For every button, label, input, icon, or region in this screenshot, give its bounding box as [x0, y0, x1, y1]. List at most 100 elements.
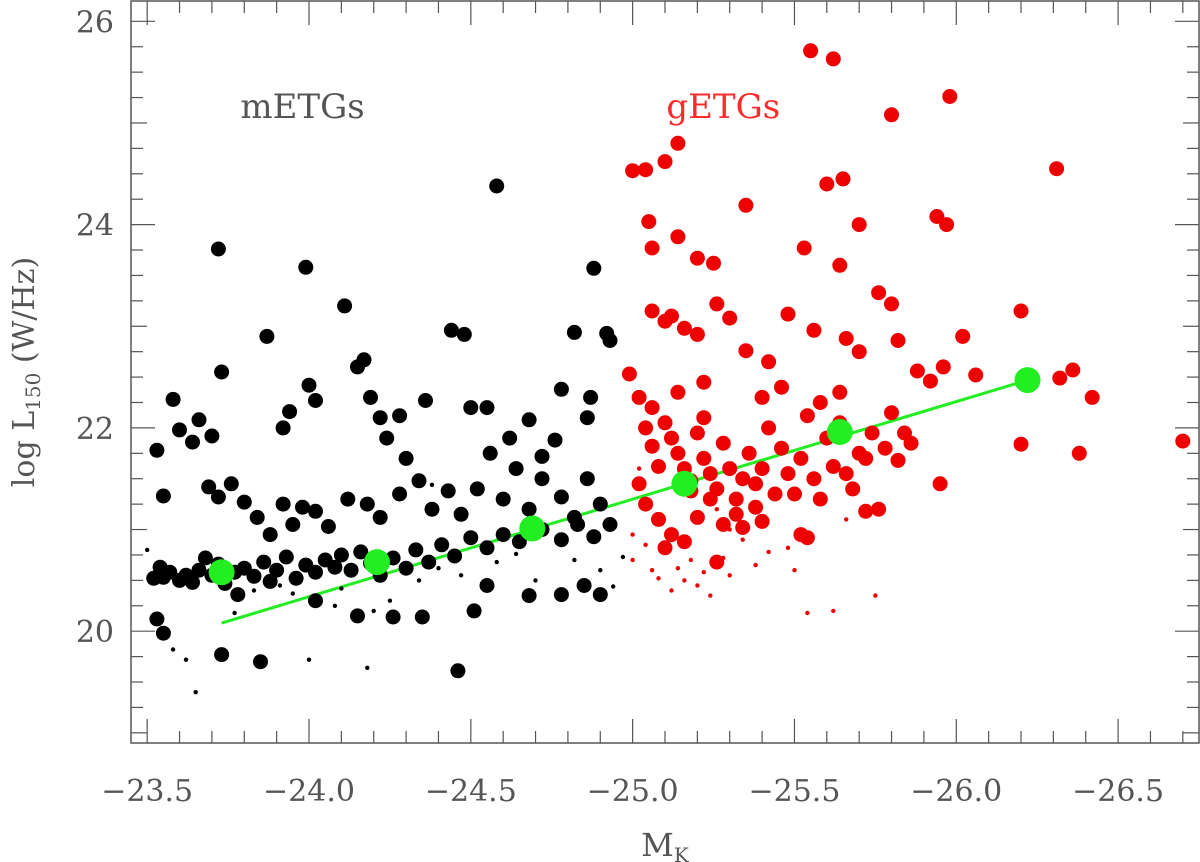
mETGs-point: [553, 489, 569, 505]
mETGs-point: [214, 647, 230, 663]
mETGs-point: [482, 445, 498, 461]
mETGs-point: [359, 496, 375, 512]
mETGs-point: [269, 562, 285, 578]
gETGs-point: [806, 471, 822, 487]
x-tick-label: −23.5: [101, 774, 193, 809]
mETGs-point: [598, 568, 603, 573]
mETGs-point: [204, 428, 220, 444]
gETGs-point: [942, 89, 958, 104]
mETGs-point: [494, 559, 499, 565]
gETGs-point: [631, 389, 647, 405]
mETGs-point: [197, 550, 213, 566]
mETGs-point: [408, 542, 424, 558]
mETGs-point: [253, 654, 268, 670]
mETGs-point: [418, 393, 433, 408]
mETGs-point: [353, 544, 369, 560]
mETGs-point: [572, 557, 577, 563]
gETGs-point: [890, 452, 906, 468]
mETGs-point: [275, 420, 291, 436]
gETGs-point: [722, 461, 738, 477]
mETGs-point: [429, 482, 435, 487]
gETGs-point: [631, 476, 647, 492]
mETGs-point: [521, 412, 537, 428]
gETGs-point: [1013, 436, 1029, 452]
mETGs-point: [223, 476, 239, 492]
gETGs-point: [689, 509, 705, 525]
gETGs-point: [644, 303, 660, 319]
gETGs-point: [884, 296, 899, 312]
gETGs-point: [670, 445, 686, 461]
gETGs-point: [664, 308, 679, 324]
gETGs-point: [708, 593, 713, 598]
fit-line-layer: [221, 378, 1028, 625]
x-tick-label: −26.0: [910, 774, 1002, 809]
gETGs-point: [651, 511, 666, 527]
mETGs-point: [576, 578, 592, 593]
gETGs-point: [695, 583, 700, 588]
mETGs-point: [411, 473, 427, 489]
gETGs-point: [767, 486, 783, 502]
y-tick-label: 22: [76, 412, 114, 447]
mETGs-point: [275, 496, 291, 512]
mETGs-point: [392, 408, 408, 424]
gETGs-point: [932, 476, 948, 492]
gETGs-point: [877, 440, 893, 456]
gETGs-point: [803, 43, 819, 59]
gETGs-point: [689, 326, 705, 342]
mETGs-point: [290, 591, 295, 596]
mETGs-point: [337, 298, 353, 314]
gETGs-point: [740, 537, 745, 542]
mETGs-point: [332, 603, 338, 608]
gETGs-point: [812, 395, 828, 410]
mETGs-point: [414, 609, 430, 625]
gETGs-point: [939, 217, 955, 233]
gETGs-point: [922, 373, 938, 389]
annotation-metgs: mETGs: [240, 87, 364, 127]
gETGs-point: [638, 420, 654, 436]
gETGs-point: [741, 445, 757, 461]
gETGs-point: [774, 379, 789, 395]
mETGs-point: [398, 560, 414, 576]
gETGs-point: [838, 466, 854, 482]
gETGs-point: [715, 435, 731, 451]
gETGs-point: [884, 405, 899, 421]
gETGs-point: [873, 593, 878, 598]
mETGs-point: [502, 430, 518, 446]
gETGs-point: [780, 466, 796, 482]
mETGs-point: [466, 603, 482, 619]
mETGs-point: [230, 587, 246, 603]
mETGs-point: [592, 496, 608, 512]
mETGs-point: [298, 259, 314, 275]
mETGs-point: [372, 509, 388, 525]
mETGs-point: [356, 352, 372, 368]
gETGs-point: [851, 445, 867, 461]
mETGs-point: [534, 471, 550, 487]
gETGs-point: [796, 240, 812, 256]
gETGs-point: [630, 532, 635, 537]
mETGs-point: [592, 587, 608, 603]
gETGs-point: [644, 240, 660, 256]
gETGs-point: [738, 343, 754, 359]
mETGs-point: [170, 647, 176, 652]
gETGs-point: [890, 333, 906, 348]
gETGs-point: [761, 354, 777, 370]
gETGs-point: [651, 459, 666, 474]
mETGs-point: [149, 611, 165, 627]
mETGs-point: [327, 559, 343, 575]
mETGs-point: [469, 481, 485, 497]
binned-mean-point: [1014, 367, 1041, 394]
mETGs-point: [521, 588, 537, 604]
x-tick-label: −26.5: [1072, 774, 1164, 809]
gETGs-point: [722, 310, 738, 326]
binned-mean-point: [826, 419, 853, 445]
gETGs-point: [805, 610, 810, 616]
gETGs-point: [968, 367, 984, 383]
gETGs-point: [825, 51, 841, 67]
mETGs-point: [365, 665, 370, 670]
mETGs-point: [191, 562, 207, 578]
mETGs-point: [458, 573, 464, 578]
mETGs-point: [251, 588, 257, 593]
mETGs-point: [308, 393, 323, 408]
mETGs-point: [320, 519, 336, 534]
gETGs-point: [825, 459, 841, 474]
